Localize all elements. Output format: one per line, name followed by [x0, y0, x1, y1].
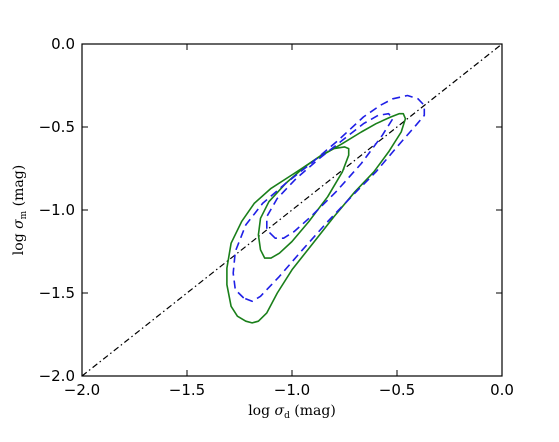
y-tick-label: −1.5	[39, 284, 75, 302]
x-axis-label-unit: (mag)	[290, 403, 336, 419]
y-tick-label: 0.0	[51, 35, 75, 53]
x-tick-label: −1.0	[274, 381, 310, 399]
diagonal-reference-line	[81, 43, 503, 377]
x-tick-label: 0.0	[490, 381, 514, 399]
y-axis-label-prefix: log	[11, 229, 27, 255]
blue-outer-contour	[232, 94, 426, 303]
series-layer	[81, 43, 503, 377]
x-tick-label: −1.5	[169, 381, 205, 399]
y-axis-label-subscript: m	[19, 210, 29, 219]
y-tick-label: −1.0	[39, 201, 75, 219]
green-inner-contour	[257, 146, 350, 259]
x-axis-label: log σd (mag)	[248, 403, 336, 421]
x-axis-label-symbol: σ	[275, 403, 285, 419]
x-axis-label-subscript: d	[284, 411, 290, 421]
tick-layer: −2.0 −1.5 −1.0 −0.5 0.0 −2.0 −1.5 −1.0 −0.5 0.0	[39, 35, 514, 399]
y-axis-label-unit: (mag)	[11, 165, 27, 211]
x-tick-label: −0.5	[379, 381, 415, 399]
green-outer-contour	[226, 112, 407, 324]
x-axis-label-prefix: log	[248, 403, 274, 419]
y-axis-label: log σm (mag)	[11, 165, 29, 255]
y-axis-label-symbol: σ	[11, 219, 27, 229]
y-tick-label: −0.5	[39, 118, 75, 136]
blue-inner-contour	[265, 112, 394, 239]
x-tick-label: −2.0	[64, 381, 100, 399]
y-tick-label: −2.0	[39, 367, 75, 385]
